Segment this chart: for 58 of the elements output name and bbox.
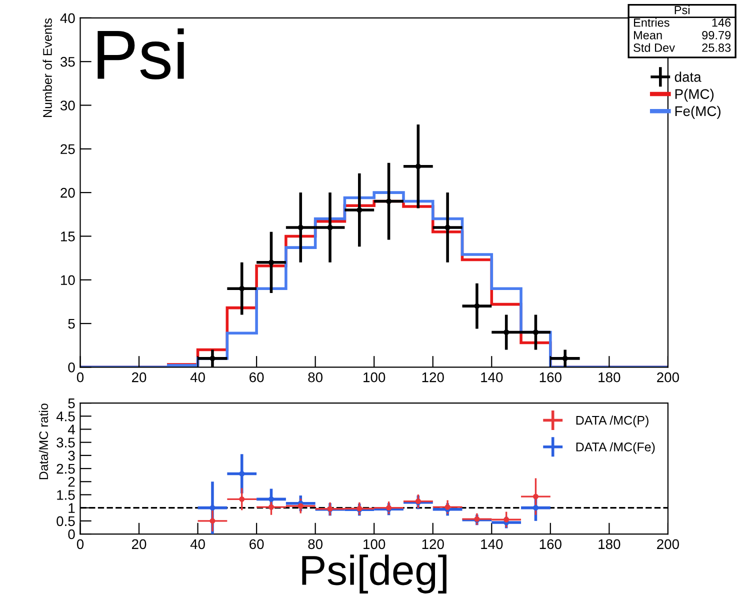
text: Psi	[674, 6, 690, 14]
x-tick-label: 20	[132, 539, 146, 550]
y-tick-label: 5	[68, 398, 75, 408]
x-tick-label: 140	[481, 372, 503, 382]
y-tick-label: 15	[60, 232, 75, 242]
legend-label: Fe(MC)	[675, 106, 720, 119]
y-tick-label: 2.5	[56, 464, 75, 474]
y-tick-label: 5	[68, 318, 75, 329]
x-tick-label: 100	[364, 539, 386, 550]
text: 146	[712, 18, 731, 27]
y-tick-label: 40	[60, 13, 75, 24]
x-tick-label: 180	[598, 539, 620, 550]
y-tick-label: 4	[68, 424, 75, 434]
legend-label: DATA /MC(Fe)	[576, 442, 655, 454]
annotation: Mean	[634, 31, 662, 40]
chart-title: Psi	[98, 28, 184, 80]
y-tick-label: 35	[60, 56, 75, 67]
y-tick-label: 1	[68, 503, 75, 513]
x-tick-label: 200	[657, 372, 679, 382]
text: 99.79	[702, 30, 731, 40]
y-tick-label: 4.5	[56, 412, 75, 422]
x-axis-title: Psi[deg]	[302, 554, 446, 594]
annotation: Std Dev	[634, 43, 675, 52]
x-tick-label: 180	[598, 372, 620, 382]
x-tick-label: 40	[190, 372, 205, 382]
y-tick-label: 3.5	[56, 438, 75, 448]
x-tick-label: 160	[540, 539, 562, 550]
x-tick-label: 0	[76, 372, 84, 382]
x-tick-label: 80	[308, 372, 323, 382]
y-axis-title: Number of Events	[42, 18, 52, 117]
x-tick-label: 100	[364, 372, 386, 382]
y-tick-label: 25	[60, 144, 75, 154]
x-tick-label: 60	[250, 539, 264, 550]
y-axis-title: Data/MC ratio	[38, 404, 48, 480]
y-tick-label: 0	[68, 362, 75, 372]
y-tick-label: 1.5	[57, 490, 75, 500]
y-tick-label: 0	[68, 529, 75, 540]
y-tick-label: 3	[68, 450, 75, 461]
x-tick-label: 140	[481, 539, 503, 550]
x-tick-label: 120	[422, 372, 444, 382]
text: 25.83	[702, 44, 731, 52]
x-tick-label: 80	[308, 539, 323, 550]
annotation: Entries	[634, 18, 670, 27]
y-tick-label: 20	[60, 188, 75, 198]
x-tick-label: 200	[657, 539, 679, 550]
x-tick-label: 60	[250, 372, 264, 382]
legend-label: data	[674, 72, 702, 82]
x-tick-label: 120	[422, 539, 444, 550]
legend-label: DATA /MC(P)	[576, 416, 648, 428]
legend-label: P(MC)	[675, 88, 714, 102]
x-tick-label: 0	[76, 539, 84, 550]
x-tick-label: 40	[190, 539, 205, 550]
x-tick-label: 20	[132, 372, 146, 382]
y-tick-label: 10	[60, 275, 75, 286]
y-tick-label: 2	[68, 476, 75, 487]
y-tick-label: 0.5	[56, 516, 75, 526]
y-tick-label: 30	[60, 100, 75, 110]
x-tick-label: 160	[540, 372, 562, 382]
